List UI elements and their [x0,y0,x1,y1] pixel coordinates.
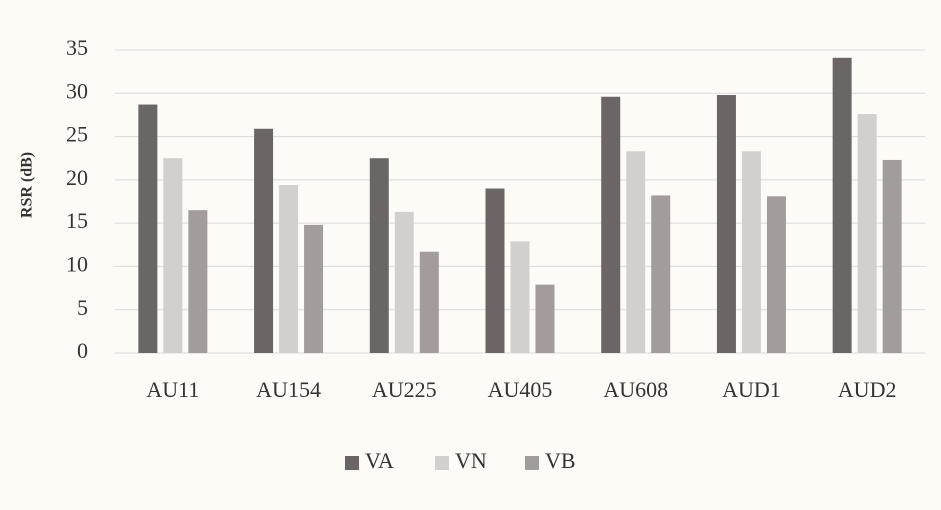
bar [857,114,877,353]
bar [419,251,439,353]
x-tick-label: AUD2 [838,377,897,402]
bar [535,284,555,353]
bar [626,151,646,353]
bar [279,185,299,353]
bar [163,158,183,353]
y-tick-label: 35 [66,35,88,60]
bar [766,196,786,353]
y-tick-label: 10 [66,251,88,276]
y-tick-label: 25 [66,122,88,147]
bar [601,96,621,354]
legend-label: VB [545,448,576,473]
x-tick-label: AU225 [372,377,437,402]
bar [882,159,902,353]
x-tick-label: AU154 [256,377,321,402]
bar [741,151,761,353]
bar [651,195,671,353]
x-tick-label: AU11 [146,377,199,402]
bar [254,128,274,353]
bar [832,57,852,353]
x-tick-label: AU608 [603,377,668,402]
bar [304,224,324,353]
bar [716,95,736,353]
y-tick-label: 30 [66,78,88,103]
legend-label: VN [455,448,487,473]
y-tick-label: 20 [66,165,88,190]
y-tick-label: 5 [77,295,88,320]
bar [485,188,505,353]
bar [394,211,414,353]
legend-label: VA [365,448,394,473]
x-tick-label: AU405 [488,377,553,402]
bar [369,158,389,353]
bar [510,241,530,353]
legend-swatch [345,456,359,470]
bar [138,104,158,353]
x-tick-label: AUD1 [722,377,781,402]
y-tick-label: 0 [77,338,88,363]
bar [188,210,208,353]
y-tick-label: 15 [66,208,88,233]
legend-swatch [435,456,449,470]
legend-swatch [525,456,539,470]
y-axis-label: RSR (dB) [19,152,36,218]
